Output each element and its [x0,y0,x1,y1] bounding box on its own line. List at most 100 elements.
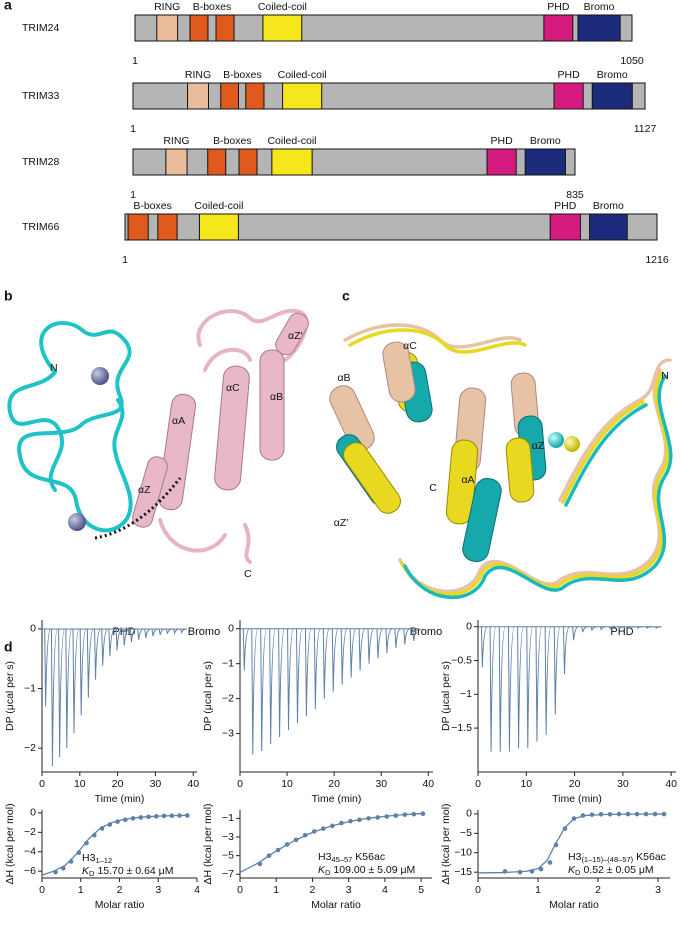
structure-label: αC [226,382,240,394]
injection-peak [65,628,73,749]
injection-peak [403,628,410,645]
x-tick-label: 10 [281,778,293,790]
domain-label: PHD [547,1,570,13]
x-tick-label: 10 [74,778,86,790]
y-tick-label: −1 [222,812,234,824]
injection-peak [101,628,108,666]
injection-peak [313,628,321,710]
panel-label: c [342,288,350,304]
domain-label: RING [163,135,189,147]
injection-peak [535,626,543,742]
injection-peak [122,628,130,646]
annotation-subscript: D [325,868,331,877]
annotation-text: H3 [318,851,332,863]
data-point [284,842,290,847]
itc-chart: 0 10 20 30 40 0 −0.5 −1 −1.5 Time (min) DP (μcal p… [440,620,677,805]
injection-peak [412,628,419,642]
domain-box [165,148,188,176]
domain-label: Coiled-coil [267,135,316,147]
annotation-subscript: D [575,868,581,877]
structure-label: αC [403,340,417,352]
data-point [257,861,263,867]
annotation-subscript: 45–57 [331,855,352,864]
y-tick-label: −1 [460,688,472,700]
x-tick-label: 0 [39,778,45,790]
x-tick-label: 0 [475,778,481,790]
x-tick-label: 3 [655,884,661,896]
domain-box [156,14,179,42]
data-point [538,866,544,872]
x-tick-label: 0 [237,778,243,790]
panel-label: a [4,0,12,13]
data-point [311,829,317,834]
data-point [402,812,408,817]
data-point [84,840,89,846]
x-axis-label: Time (min) [312,793,362,805]
domain-box [127,213,149,241]
domain-label: Bromo [584,1,615,13]
data-point [339,820,344,826]
domain-label: PHD [558,69,581,81]
injection-peak [331,628,339,692]
data-point [348,818,353,824]
domain-label: B-boxes [133,200,172,212]
injection-peak [581,626,588,633]
injection-peak [151,628,159,637]
y-tick-label: −5 [222,849,234,861]
injection-peak [180,628,187,635]
data-point [366,816,371,821]
annotation-text: H3 [82,852,96,864]
loops [343,323,673,599]
injection-peak [645,626,653,629]
x-tick-label: 10 [520,778,532,790]
domain-label: RING [185,69,211,81]
data-point [130,816,136,821]
data-point [68,859,74,864]
injection-peak [608,626,616,630]
data-point [321,826,326,831]
injection-peak [79,628,87,716]
data-point [393,813,399,818]
data-point [589,812,595,817]
injection-peak [144,628,151,638]
domain-label: PHD [491,135,514,147]
injection-peak [636,626,643,629]
protein-name: TRIM24 [22,22,60,34]
domain-box [157,213,178,241]
x-axis-label: Time (min) [95,793,145,805]
injection-peak [94,628,102,680]
injection-peak [287,628,295,731]
x-tick-label: 2 [595,884,601,896]
annotation: H31–12 [82,852,112,865]
x-tick-label: 40 [422,778,434,790]
data-point [154,814,159,819]
data-point [634,811,640,817]
domain-box [271,148,313,176]
y-tick-label: −1 [24,682,36,694]
x-axis-label: Molar ratio [549,899,599,911]
x-tick-label: 4 [194,884,200,896]
injection-peak [278,628,286,738]
y-tick-label: 0 [466,621,472,633]
data-point [616,811,622,817]
itc-chart: 0 1 2 3 4 5 −1 −3 −5 −7 Molar ratio ΔH (kcal per mo… [202,803,432,911]
domain-box [215,14,235,42]
y-axis-label: DP (μcal per s) [4,661,16,731]
residue-start: 1 [122,254,128,266]
data-point [607,811,613,817]
injection-peak [553,626,561,715]
domain-box [577,14,621,42]
injection-peak [517,626,525,749]
domain-box [245,82,265,110]
injection-peak [349,628,357,678]
y-axis-label: ΔH (kcal per mol) [202,803,214,884]
data-point [571,816,577,821]
x-axis-label: Time (min) [552,793,602,805]
y-axis-label: ΔH (kcal per mol) [440,803,452,884]
injection-peak [295,628,303,724]
y-axis-label: ΔH (kcal per mol) [4,803,16,884]
data-point [598,811,604,817]
injection-peak [129,628,137,643]
injection-peak [304,628,312,717]
x-tick-label: 3 [346,884,352,896]
